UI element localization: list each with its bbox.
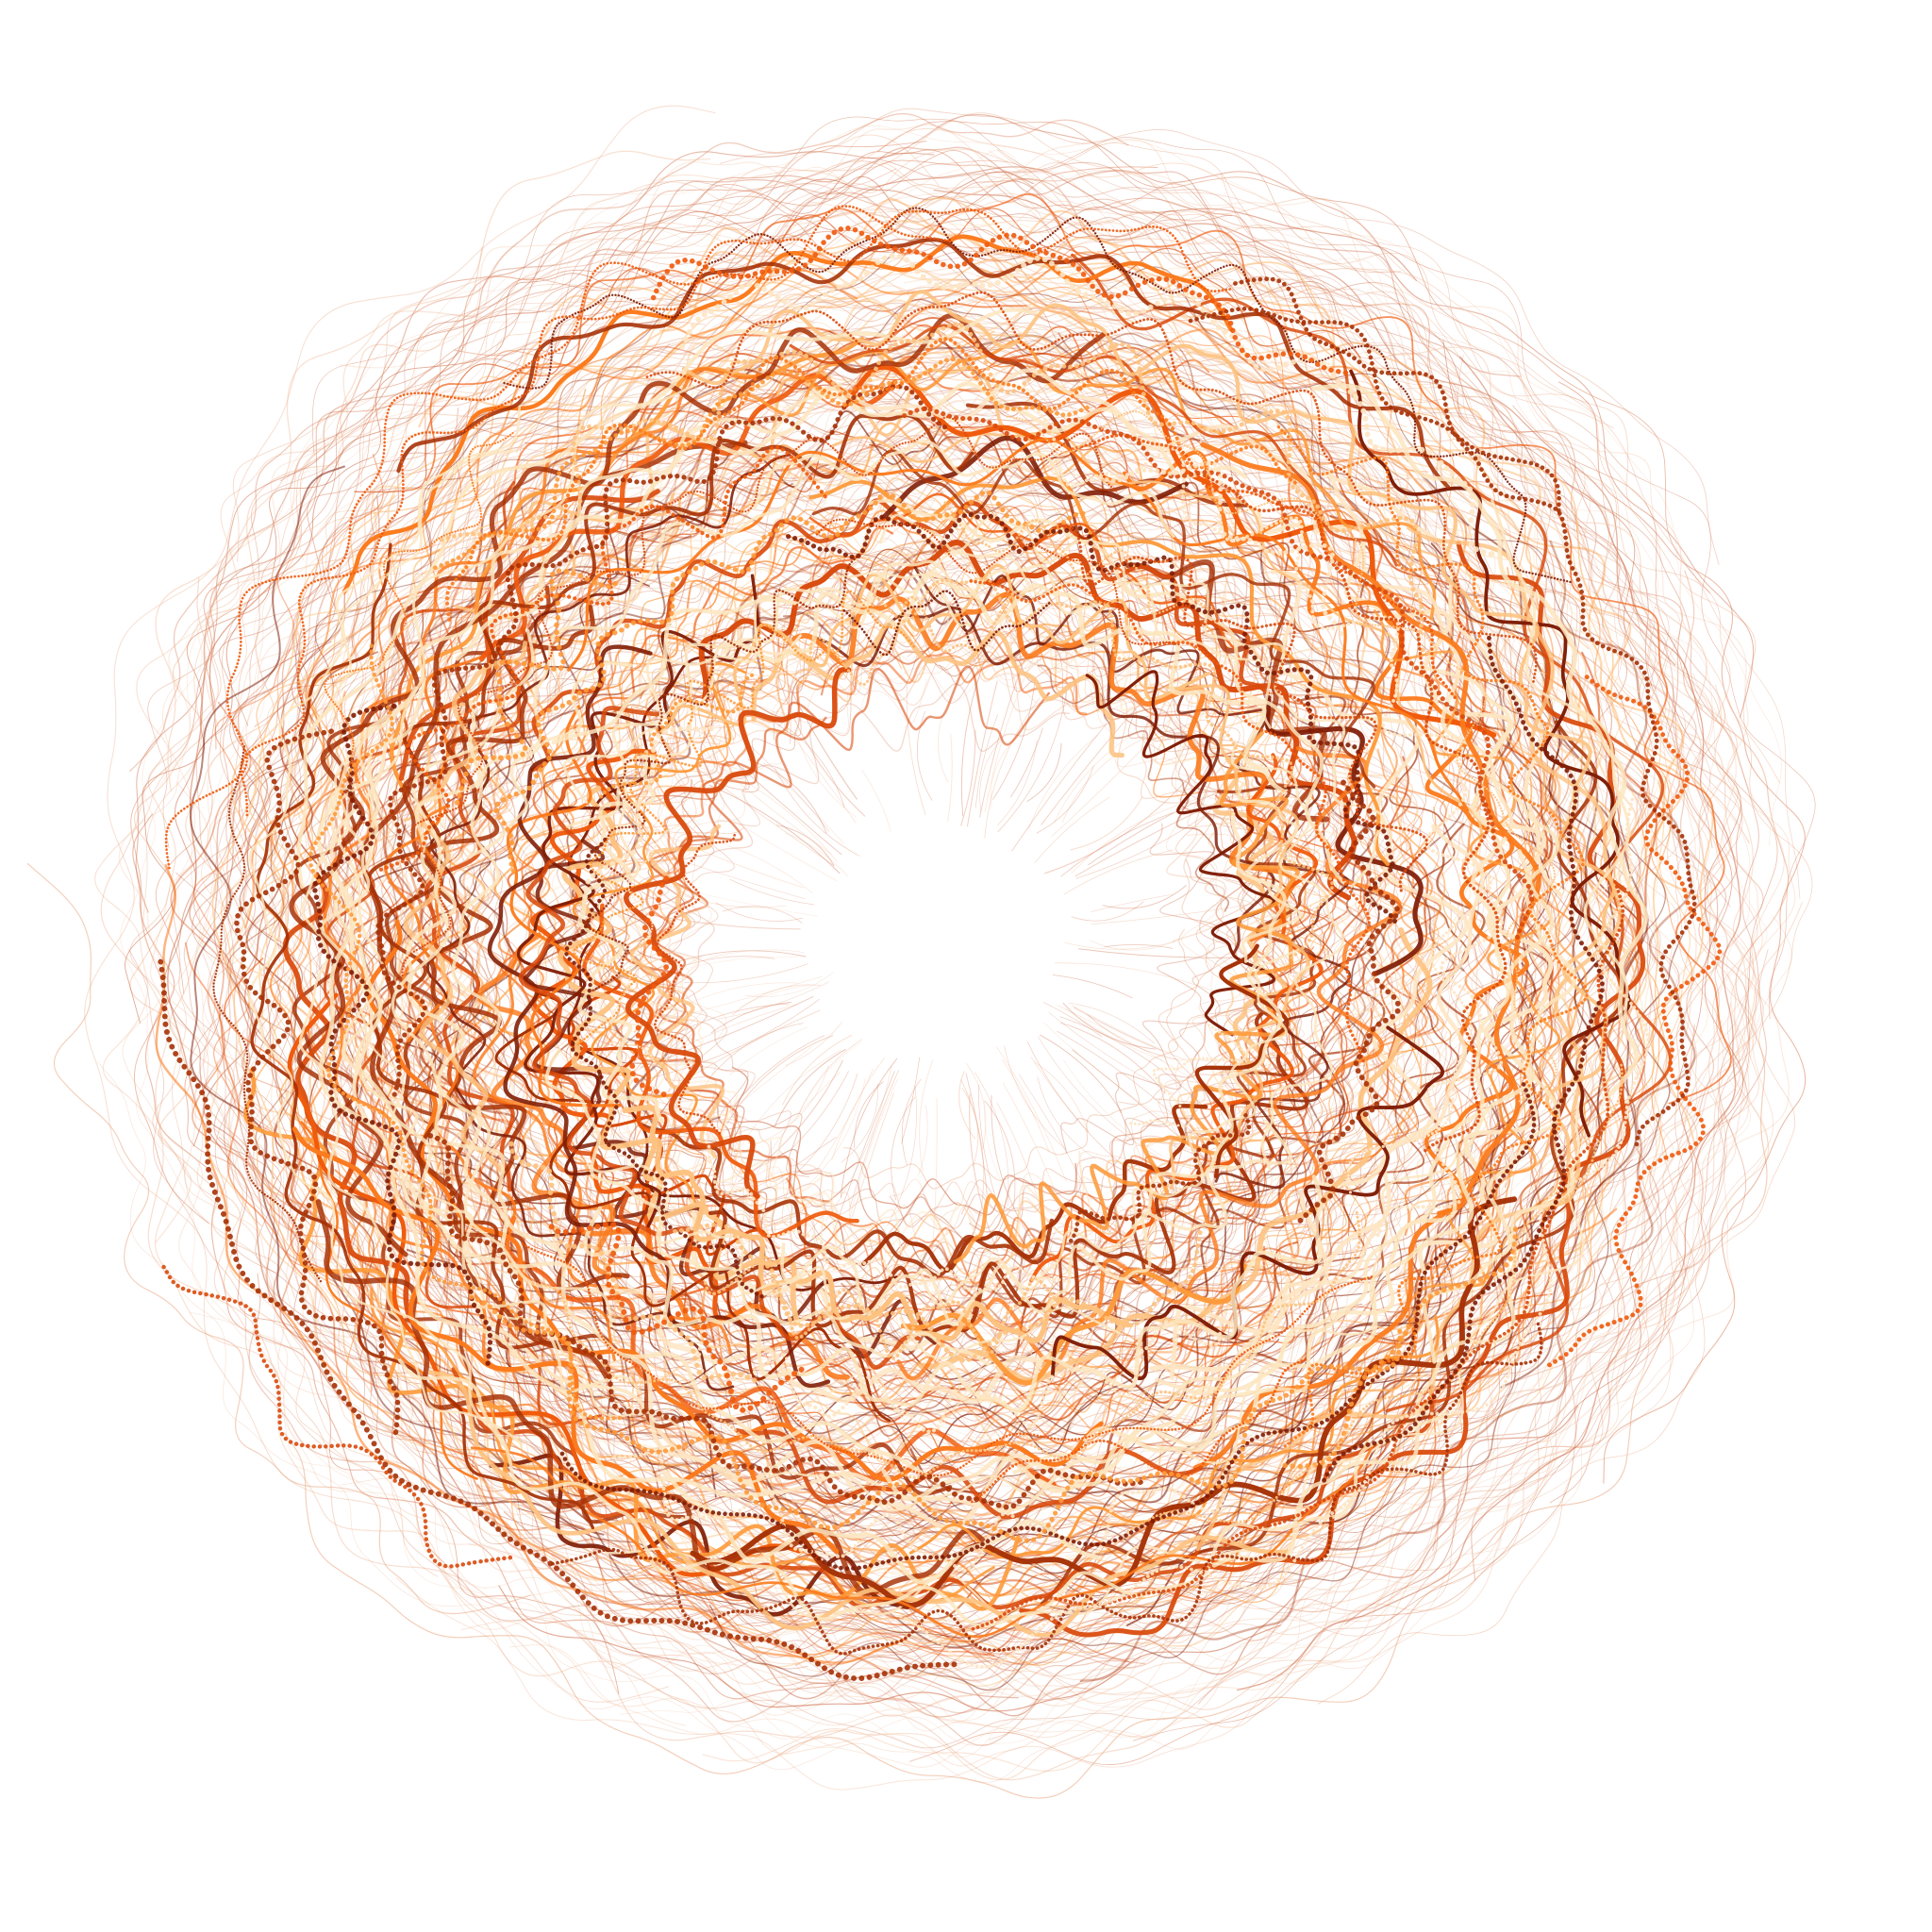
inner-hair <box>1088 1015 1179 1060</box>
inner-hair <box>706 760 838 862</box>
inner-hair <box>1027 743 1061 801</box>
inner-hair <box>920 1060 933 1172</box>
inner-hair <box>1072 1006 1185 1060</box>
inner-hair <box>1055 732 1137 822</box>
inner-hair <box>1035 797 1109 862</box>
inner-hair <box>862 770 891 831</box>
inner-hair <box>1071 797 1142 850</box>
inner-hair <box>1005 1046 1066 1149</box>
inner-hair <box>938 699 950 782</box>
inner-hair <box>797 1077 865 1195</box>
inner-hair <box>1064 850 1172 894</box>
inner-hair <box>625 841 805 899</box>
faint-thread <box>642 643 887 878</box>
faint-thread <box>653 684 1070 1068</box>
inner-hair <box>679 957 774 968</box>
inner-hair <box>709 786 840 874</box>
inner-hair <box>795 729 856 817</box>
inner-hair <box>902 1079 921 1165</box>
inner-hair <box>1062 738 1145 823</box>
medium-thread <box>917 1090 1243 1299</box>
inner-hair <box>998 691 1067 832</box>
inner-hair <box>814 1069 874 1174</box>
inner-hair <box>1076 815 1206 878</box>
inner-hair <box>1012 724 1107 851</box>
inner-hair <box>726 1047 812 1115</box>
inner-hair <box>712 1024 804 1075</box>
inner-hair <box>833 1072 895 1235</box>
inner-hair <box>917 711 932 800</box>
inner-hair <box>730 1050 841 1164</box>
inner-hair <box>795 1042 860 1121</box>
inner-hair <box>1019 1074 1091 1200</box>
inner-hair <box>984 1100 1009 1197</box>
inner-hair <box>850 1071 898 1208</box>
inner-hair <box>826 1066 891 1221</box>
inner-hair <box>786 833 848 876</box>
inner-hair <box>1053 975 1132 998</box>
inner-hair <box>685 964 808 983</box>
inner-hair <box>1041 1035 1123 1112</box>
inner-hair <box>948 735 953 822</box>
inner-hair <box>1045 768 1197 874</box>
inner-hair <box>727 1036 833 1124</box>
inner-hair <box>716 903 803 922</box>
inner-hair <box>764 763 844 843</box>
inner-hair <box>1103 886 1186 908</box>
inner-hair <box>1072 902 1144 921</box>
inner-hair <box>902 1058 920 1143</box>
inner-hair <box>730 879 814 905</box>
inner-hair <box>907 683 925 815</box>
inner-hair <box>961 730 975 825</box>
